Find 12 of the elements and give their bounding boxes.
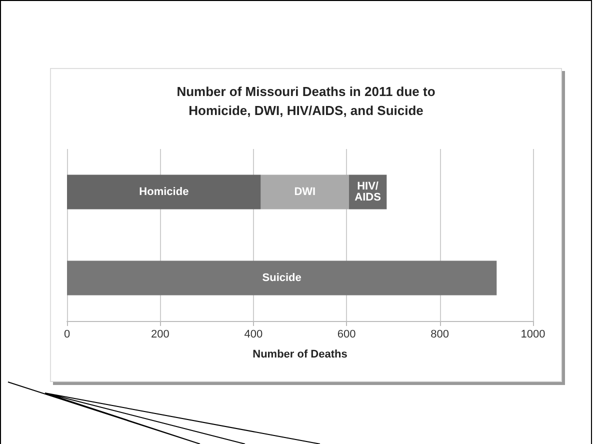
x-tick-label: 1000: [520, 328, 546, 340]
x-tick-label: 400: [244, 328, 263, 340]
x-tick-label: 0: [64, 328, 70, 340]
x-tick-label: 200: [151, 328, 170, 340]
series-label: DWI: [294, 186, 316, 198]
x-tick-label: 800: [430, 328, 449, 340]
series-label: Suicide: [262, 272, 302, 284]
chart-title: Number of Missouri Deaths in 2011 due to Homicide, DWI, HIV/AIDS, and Suicide: [176, 84, 436, 118]
series-label: Homicide: [139, 186, 189, 198]
x-axis-title: Number of Deaths: [252, 348, 348, 360]
x-tick-label: 600: [337, 328, 356, 340]
series-label: HIV/AIDS: [354, 180, 381, 204]
